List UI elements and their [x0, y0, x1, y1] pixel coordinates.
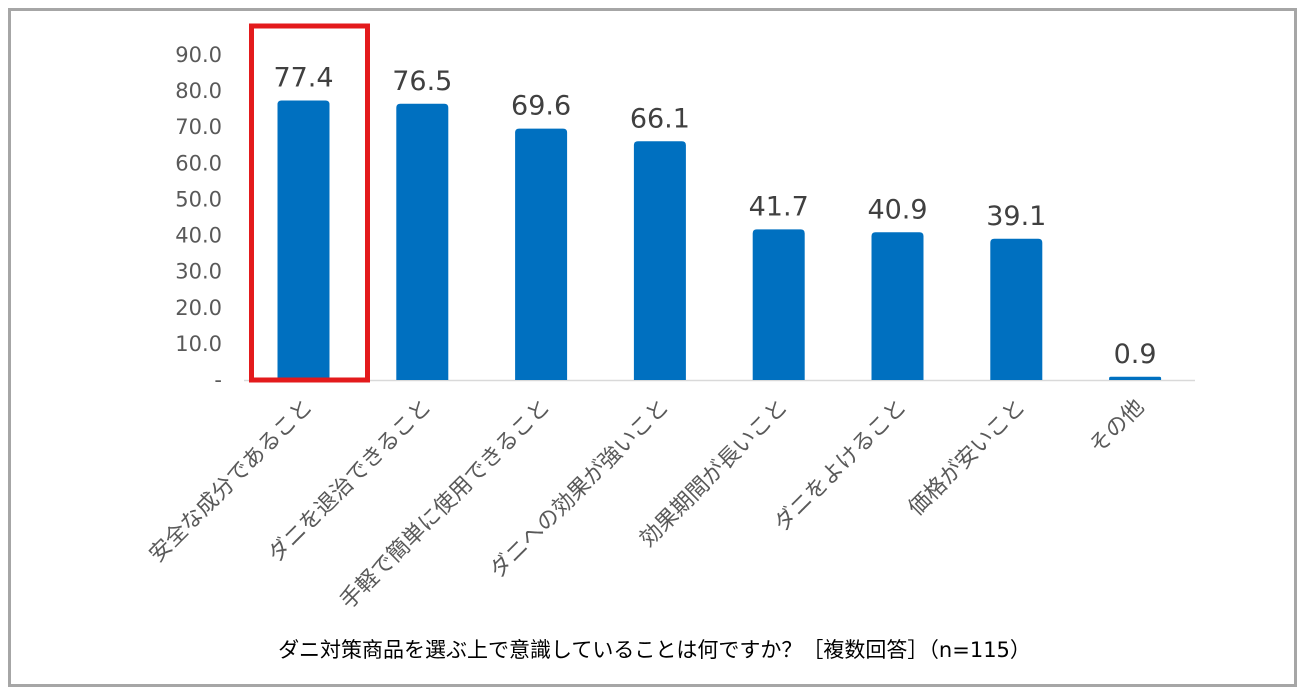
y-tick-label: 80.0	[175, 79, 222, 103]
bar	[871, 232, 924, 380]
y-tick-label: -	[214, 368, 222, 392]
y-tick-label: 10.0	[175, 332, 222, 356]
bar	[633, 141, 686, 380]
highlight-box	[249, 23, 370, 383]
y-tick-label: 90.0	[175, 43, 222, 67]
bar	[1109, 376, 1162, 380]
y-tick-label: 30.0	[175, 260, 222, 284]
y-tick-label: 20.0	[175, 296, 222, 320]
bar	[752, 229, 805, 380]
bar	[515, 128, 568, 380]
y-tick-label: 70.0	[175, 115, 222, 139]
y-tick-label: 40.0	[175, 224, 222, 248]
chart-caption: ダニ対策商品を選ぶ上で意識していることは何ですか？［複数回答］（n=115）	[278, 638, 1031, 662]
bar	[396, 103, 449, 380]
data-label: 41.7	[749, 191, 809, 222]
data-label: 39.1	[986, 201, 1046, 232]
y-tick-label: 60.0	[175, 151, 222, 175]
data-label: 40.9	[867, 194, 927, 225]
bar	[277, 100, 330, 380]
data-label: 77.4	[273, 63, 333, 94]
x-tick-label: その他	[1085, 395, 1149, 459]
data-label: 66.1	[630, 103, 690, 134]
data-label: 69.6	[511, 91, 571, 122]
y-tick-label: 50.0	[175, 187, 222, 211]
x-tick-label: 価格が安いこと	[904, 395, 1031, 522]
data-label: 76.5	[392, 66, 452, 97]
data-label: 0.9	[1114, 339, 1157, 370]
x-tick-label: 手軽で簡単に使用できること	[336, 395, 556, 615]
x-tick-label: ダニをよけること	[770, 395, 912, 537]
bar	[990, 238, 1043, 380]
